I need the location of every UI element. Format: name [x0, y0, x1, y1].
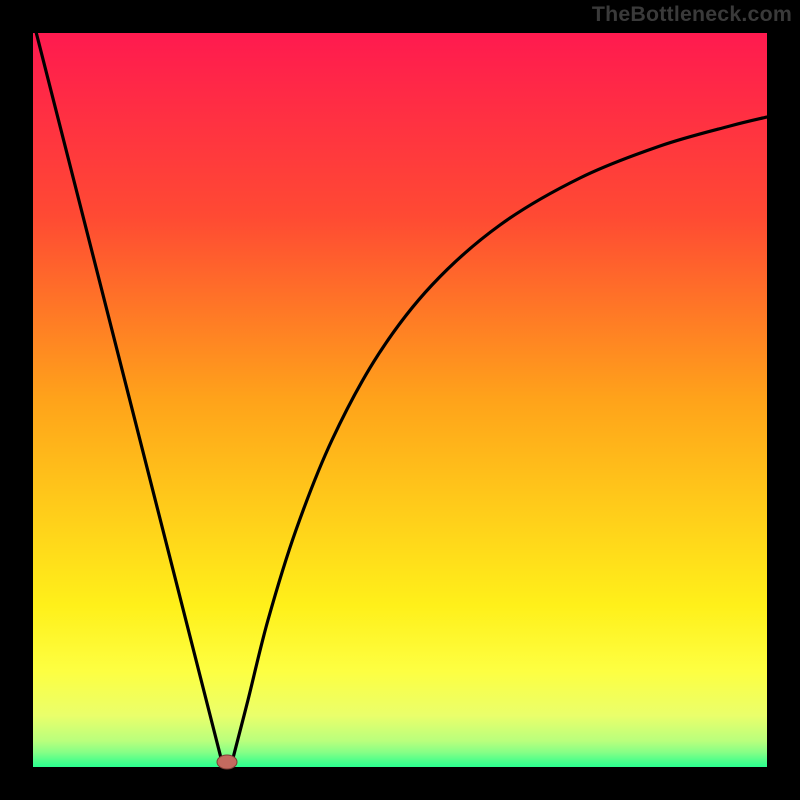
- watermark-text: TheBottleneck.com: [592, 2, 792, 27]
- chart-container: TheBottleneck.com: [0, 0, 800, 800]
- plot-area: [33, 33, 767, 767]
